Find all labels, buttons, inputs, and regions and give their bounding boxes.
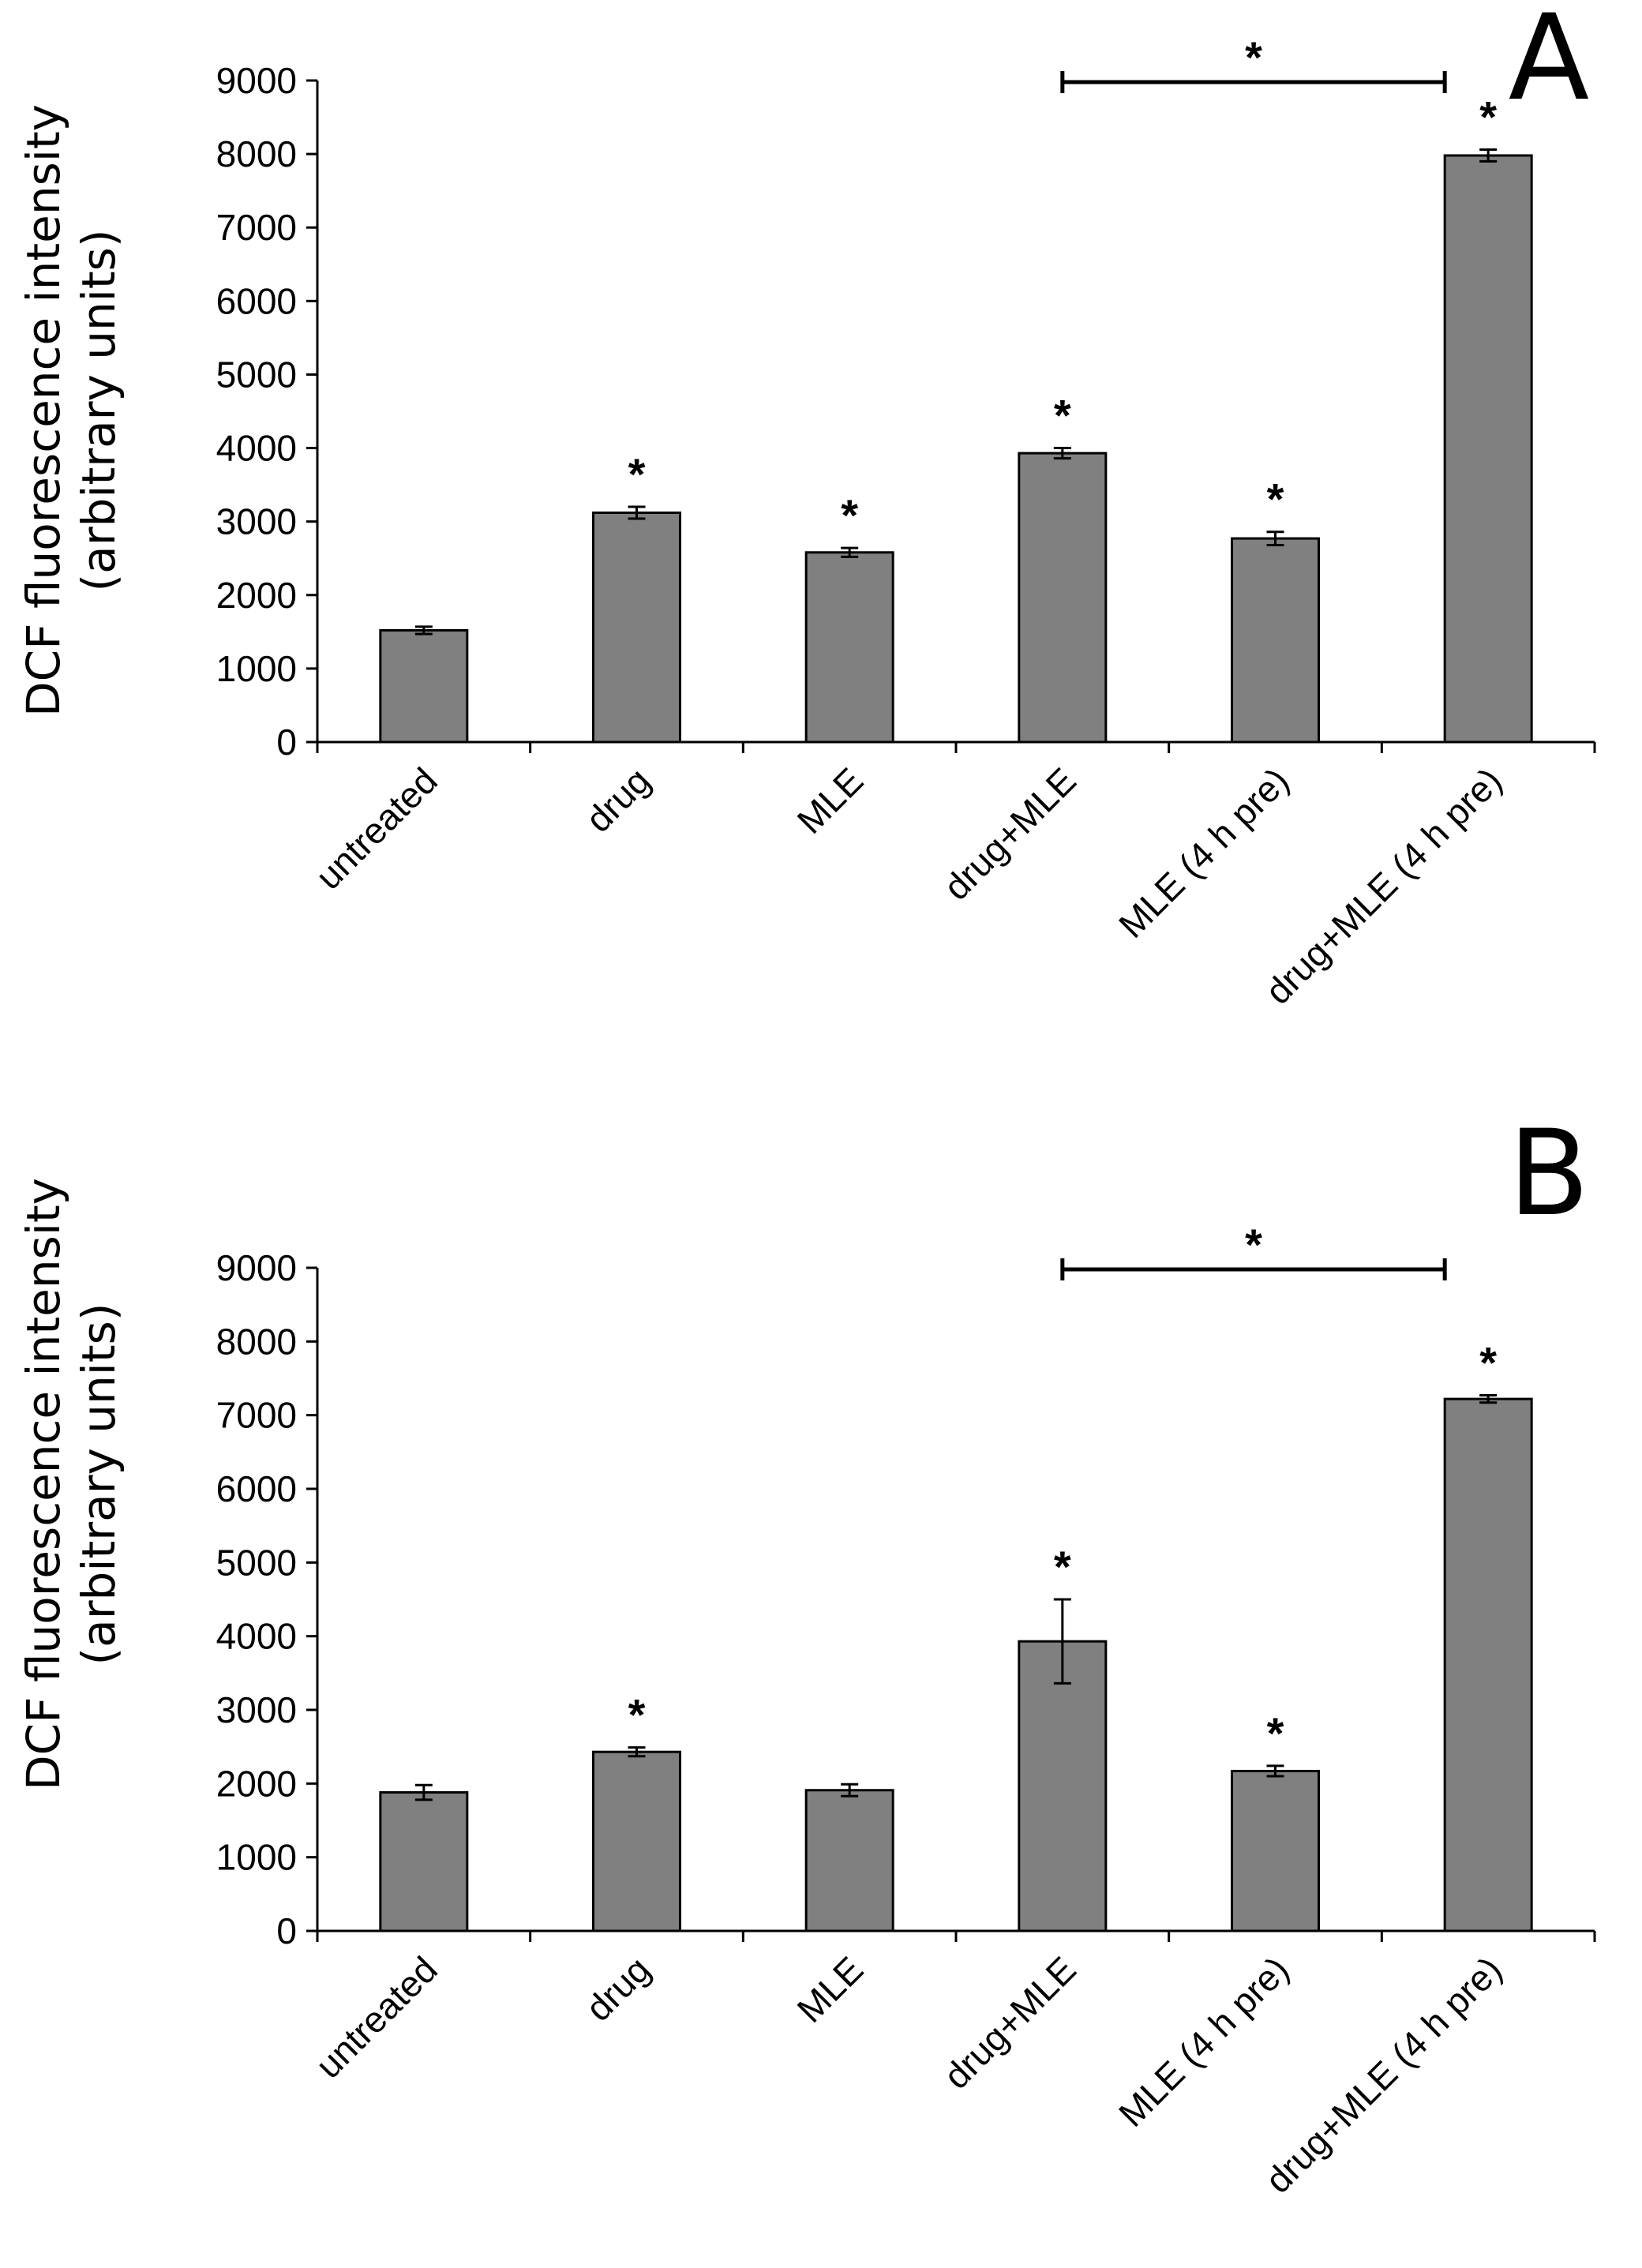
y-tick-label: 4000 — [216, 1616, 297, 1657]
x-category-label: MLE — [789, 1948, 872, 2030]
x-category-label: drug+MLE (4 h pre) — [1258, 1948, 1510, 2201]
y-tick-label: 6000 — [216, 280, 297, 321]
bar — [1443, 1397, 1533, 1932]
y-tick-label: 2000 — [216, 1763, 297, 1804]
bar — [592, 511, 681, 744]
y-axis-title-line2: (arbitrary units) — [72, 230, 126, 592]
y-tick-label: 3000 — [216, 501, 297, 542]
y-tick-label: 9000 — [216, 1247, 297, 1288]
significance-marker: * — [1054, 1542, 1071, 1591]
significance-marker: * — [1054, 391, 1071, 440]
y-tick-label: 7000 — [216, 1395, 297, 1436]
bar — [804, 1789, 894, 1932]
y-tick-label: 2000 — [216, 575, 297, 616]
x-category-label: MLE — [789, 759, 872, 842]
significance-marker: * — [1479, 92, 1497, 142]
y-tick-label: 5000 — [216, 1542, 297, 1583]
y-tick-label: 0 — [276, 722, 297, 763]
bar — [1443, 154, 1533, 744]
x-category-label: drug+MLE (4 h pre) — [1258, 759, 1510, 1012]
chart-panel-a: 0 1000 2000 3000 4000 5000 6000 7000 8000 9000 unt… — [17, 0, 1596, 1012]
panel-letter: A — [1509, 0, 1590, 127]
bar — [379, 628, 469, 744]
significance-marker: * — [628, 449, 646, 499]
y-tick-label: 7000 — [216, 207, 297, 248]
bar — [379, 1791, 469, 1932]
y-axis-title-line1: DCF fluorescence intensity — [17, 1178, 70, 1790]
y-tick-label: 5000 — [216, 354, 297, 395]
y-axis-title-line1: DCF fluorescence intensity — [17, 104, 70, 717]
bar — [1231, 537, 1320, 744]
bar — [592, 1750, 681, 1932]
y-tick-label: 6000 — [216, 1468, 297, 1509]
bar — [1018, 1640, 1108, 1932]
x-category-label: untreated — [308, 1948, 445, 2086]
y-tick-label: 4000 — [216, 428, 297, 469]
y-tick-label: 3000 — [216, 1689, 297, 1730]
x-category-label: untreated — [308, 759, 445, 897]
comparison-bracket-label: * — [1245, 1220, 1262, 1269]
significance-marker: * — [1267, 474, 1284, 524]
y-tick-label: 8000 — [216, 1321, 297, 1362]
significance-marker: * — [628, 1690, 646, 1740]
y-tick-label: 0 — [276, 1910, 297, 1951]
significance-marker: * — [841, 490, 858, 540]
chart-panel-b: 0 1000 2000 3000 4000 5000 6000 7000 8000 9000 unt… — [17, 1105, 1596, 2201]
x-category-label: drug — [578, 1948, 658, 2029]
bar — [804, 551, 894, 744]
panel-letter: B — [1509, 1105, 1590, 1243]
y-axis-title-line2: (arbitrary units) — [72, 1303, 126, 1666]
x-category-label: drug+MLE — [935, 759, 1084, 908]
y-tick-label: 1000 — [216, 648, 297, 689]
significance-marker: * — [1479, 1337, 1497, 1387]
x-category-label: MLE (4 h pre) — [1111, 759, 1297, 946]
y-tick-label: 1000 — [216, 1837, 297, 1878]
bar — [1231, 1769, 1320, 1932]
x-category-label: drug+MLE — [935, 1948, 1084, 2097]
bar — [1018, 452, 1108, 744]
x-category-label: drug — [578, 759, 658, 840]
y-tick-label: 9000 — [216, 60, 297, 101]
significance-marker: * — [1267, 1708, 1284, 1758]
comparison-bracket-label: * — [1245, 32, 1262, 82]
y-tick-label: 8000 — [216, 133, 297, 174]
x-category-label: MLE (4 h pre) — [1111, 1948, 1297, 2135]
